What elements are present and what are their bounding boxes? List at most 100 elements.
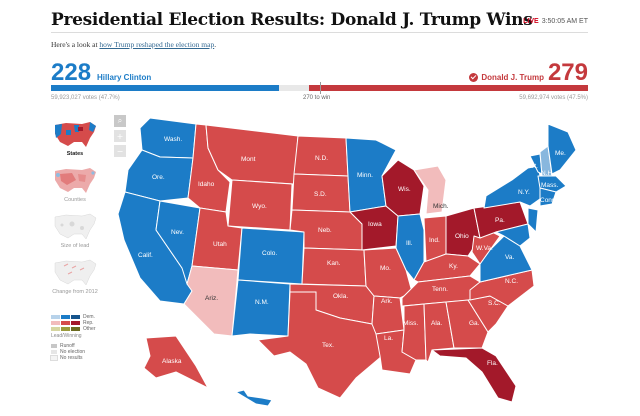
map-view-counties[interactable]: Counties [51, 166, 99, 204]
state-new-mexico[interactable] [231, 279, 291, 337]
state-maine[interactable] [547, 123, 577, 175]
legend-no-election-row: No election [51, 348, 96, 355]
label-me: Me. [555, 150, 566, 157]
state-wisconsin[interactable] [381, 159, 425, 217]
live-status: LIVE 3:50:05 AM ET [523, 18, 588, 25]
legend-dem-label: Dem. [83, 313, 95, 320]
state-maryland[interactable] [495, 223, 531, 247]
legend-rep-swatch [61, 320, 70, 325]
label-alaska: Alaska [162, 358, 182, 365]
label-nc: N.C. [505, 278, 518, 285]
legend-other-row: Other [51, 325, 96, 332]
legend-note: Lead/Winning [51, 333, 82, 339]
label-pa: Pa. [495, 217, 505, 224]
label-wyo: Wyo. [252, 203, 267, 210]
live-timestamp: 3:50:05 AM ET [541, 18, 588, 25]
legend-other-swatch [61, 326, 70, 331]
label-nh: N.H. [541, 170, 554, 177]
legend-runoff-row: Runoff [51, 343, 96, 349]
state-michigan[interactable] [413, 165, 447, 215]
legend-no-results-row: No results [50, 354, 96, 361]
label-mont: Mont [241, 156, 256, 163]
map-view-states[interactable]: States [51, 120, 99, 158]
state-massachusetts[interactable] [537, 175, 567, 193]
page-title: Presidential Election Results: Donald J.… [51, 10, 533, 30]
state-alaska[interactable] [143, 335, 209, 389]
legend-rep-flip-swatch [71, 320, 80, 325]
map-view-counties-label: Counties [64, 197, 86, 203]
zoom-out-icon[interactable]: − [114, 145, 126, 157]
label-kan: Kan. [327, 260, 341, 267]
states-thumbnail-icon [55, 122, 96, 147]
legend-no-election-swatch [51, 349, 57, 354]
legend-other-flip-swatch [71, 326, 80, 331]
state-texas[interactable] [257, 291, 383, 399]
legend-rep-lean-swatch [51, 320, 60, 325]
state-mississippi[interactable] [401, 303, 427, 361]
zoom-controls: ⌕ + − [114, 115, 127, 160]
label-idaho: Idaho [198, 181, 215, 188]
label-neb: Neb. [318, 227, 332, 234]
state-new-york[interactable] [483, 165, 545, 209]
map-view-selector: States Counties Size of lead Change from… [51, 120, 101, 304]
threshold-label: 270 to win [303, 95, 331, 101]
label-tex: Tex. [322, 342, 334, 349]
legend-other-lean-swatch [51, 326, 60, 331]
label-mich: Mich. [433, 203, 449, 210]
state-florida[interactable] [431, 347, 517, 403]
state-georgia[interactable] [445, 299, 489, 349]
size-of-lead-thumbnail-icon [54, 213, 97, 240]
map-view-states-label: States [66, 151, 84, 157]
label-ariz: Ariz. [205, 295, 218, 302]
win-threshold-marker [319, 82, 321, 94]
dem-candidate-name: Hillary Clinton [97, 73, 152, 82]
label-vt: Vt. [530, 163, 538, 170]
label-la: La. [384, 335, 393, 342]
label-mass: Mass. [541, 182, 559, 189]
label-nev: Nev. [171, 229, 184, 236]
state-hawaii[interactable] [235, 389, 273, 407]
legend-other-label: Other [83, 325, 96, 332]
label-fla: Fla. [487, 360, 498, 367]
state-connecticut[interactable] [539, 187, 557, 207]
legend-no-election-label: No election [60, 348, 86, 355]
legend-rep-row: Rep. [51, 319, 96, 326]
counties-thumbnail-icon [55, 168, 96, 193]
title-divider [51, 32, 588, 33]
map-legend: Dem. Rep. Other Lead/Winning Runoff No e… [50, 313, 96, 361]
dem-popular-vote: 59,923,027 votes (47.7%) [51, 95, 120, 101]
magnify-icon[interactable]: ⌕ [114, 115, 126, 127]
state-new-jersey[interactable] [527, 207, 539, 233]
label-ga: Ga. [469, 320, 480, 327]
label-ala: Ala. [431, 320, 442, 327]
label-ky: Ky. [449, 263, 458, 270]
rep-electoral-count: 279 [547, 59, 588, 86]
state-arizona[interactable] [183, 265, 239, 337]
label-sc: S.C. [488, 300, 501, 307]
intro-suffix: . [214, 40, 217, 49]
label-ohio: Ohio [455, 233, 469, 240]
label-miss: Miss. [403, 320, 418, 327]
map-view-size-of-lead[interactable]: Size of lead [51, 212, 99, 250]
legend-no-results-swatch [50, 354, 58, 361]
state-kansas[interactable] [301, 247, 367, 287]
label-utah: Utah [213, 241, 227, 248]
zoom-in-icon[interactable]: + [114, 130, 126, 142]
live-badge: LIVE [523, 18, 539, 25]
label-ill: Ill. [406, 240, 413, 247]
legend-rep-label: Rep. [83, 319, 94, 326]
map-view-change-from-2012[interactable]: Change from 2012 [51, 258, 99, 296]
legend-dem-flip-swatch [71, 314, 80, 319]
label-va: Va. [505, 254, 514, 261]
intro-text: Here's a look at how Trump reshaped the … [51, 40, 216, 49]
map-view-size-of-lead-label: Size of lead [60, 243, 90, 249]
intro-link[interactable]: how Trump reshaped the election map [99, 40, 215, 49]
change-thumbnail-icon [54, 259, 97, 286]
state-oregon[interactable] [124, 149, 194, 202]
label-conn: Conn. [540, 197, 558, 204]
label-ore: Ore. [152, 174, 165, 181]
label-ny: N.Y. [518, 189, 530, 196]
label-wva: W.Va. [476, 245, 493, 252]
intro-prefix: Here's a look at [51, 40, 100, 49]
legend-dem-swatch [61, 314, 70, 319]
